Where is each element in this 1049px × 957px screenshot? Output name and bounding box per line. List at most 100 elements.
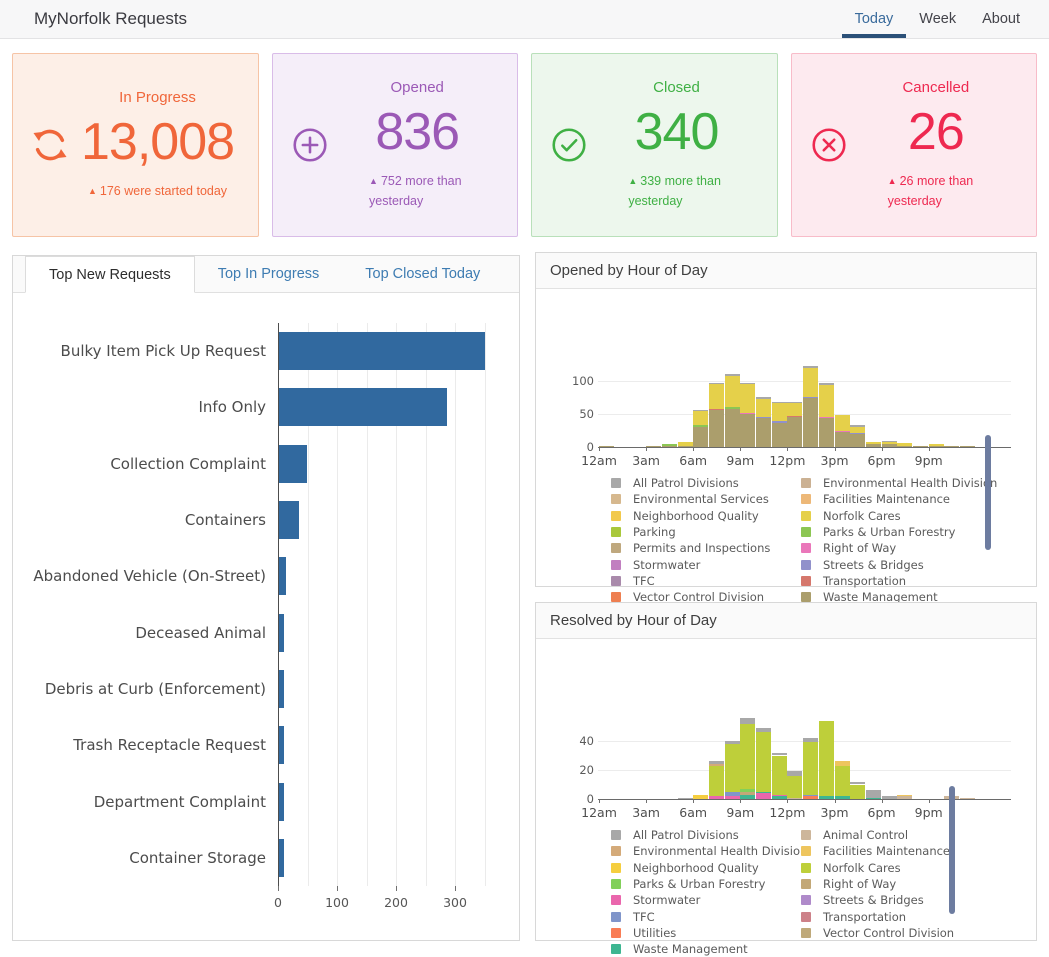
stacked-bar-segment[interactable] — [677, 445, 693, 447]
stacked-bar-segment[interactable] — [787, 417, 803, 447]
stacked-bar-segment[interactable] — [850, 427, 866, 434]
stacked-bar-segment[interactable] — [740, 414, 756, 447]
stacked-bar-segment[interactable] — [787, 771, 803, 776]
stacked-bar-segment[interactable] — [787, 403, 803, 416]
stacked-bar-segment[interactable] — [708, 764, 724, 766]
stacked-bar-segment[interactable] — [646, 445, 662, 447]
legend-scrollbar[interactable] — [985, 435, 991, 550]
stacked-bar-segment[interactable] — [787, 415, 803, 418]
stacked-bar-segment[interactable] — [913, 446, 928, 447]
legend-item[interactable]: All Patrol Divisions — [611, 827, 739, 843]
stacked-bar-segment[interactable] — [756, 732, 771, 792]
legend-item[interactable]: Environmental Health Division — [801, 475, 997, 491]
tab-today[interactable]: Today — [841, 0, 907, 38]
stacked-bar-segment[interactable] — [724, 791, 740, 797]
legend-item[interactable]: Norfolk Cares — [801, 860, 901, 876]
stacked-bar-segment[interactable] — [787, 797, 803, 799]
stacked-bar-segment[interactable] — [834, 415, 850, 432]
legend-item[interactable]: Animal Control — [801, 827, 908, 843]
tab-top-closed-today[interactable]: Top Closed Today — [365, 266, 481, 282]
legend-item[interactable]: Transportation — [801, 573, 906, 589]
stacked-bar-segment[interactable] — [693, 794, 709, 799]
stacked-bar-segment[interactable] — [928, 444, 944, 447]
legend-item[interactable]: Environmental Services — [611, 491, 769, 507]
bar[interactable] — [279, 613, 285, 652]
tab-top-new-requests[interactable]: Top New Requests — [25, 256, 195, 293]
stacked-bar-segment[interactable] — [771, 752, 787, 756]
legend-item[interactable]: Right of Way — [801, 876, 896, 892]
stacked-bar-segment[interactable] — [724, 741, 740, 744]
legend-item[interactable]: Streets & Bridges — [801, 892, 924, 908]
stacked-bar-segment[interactable] — [724, 796, 740, 799]
stacked-bar-segment[interactable] — [865, 442, 881, 444]
stacked-bar-segment[interactable] — [803, 738, 819, 743]
stacked-bar-segment[interactable] — [708, 410, 724, 447]
legend-item[interactable]: Environmental Health Division — [611, 843, 807, 859]
stacked-bar-segment[interactable] — [818, 417, 834, 447]
stacked-bar-segment[interactable] — [944, 446, 960, 447]
stacked-bar-segment[interactable] — [865, 790, 881, 798]
stacked-bar-segment[interactable] — [897, 443, 913, 446]
stacked-bar-segment[interactable] — [834, 431, 850, 433]
stacked-bar-segment[interactable] — [708, 382, 724, 385]
stacked-bar-segment[interactable] — [708, 384, 724, 409]
stacked-bar-segment[interactable] — [756, 791, 771, 794]
stacked-bar-segment[interactable] — [818, 416, 834, 418]
stacked-bar-segment[interactable] — [771, 755, 787, 795]
stacked-bar-segment[interactable] — [693, 411, 709, 426]
stacked-bar-segment[interactable] — [881, 442, 897, 445]
legend-item[interactable]: Norfolk Cares — [801, 508, 901, 524]
legend-scrollbar[interactable] — [949, 786, 955, 914]
stacked-bar-segment[interactable] — [818, 384, 834, 417]
stacked-bar-segment[interactable] — [708, 765, 724, 797]
legend-item[interactable]: Parks & Urban Forestry — [801, 524, 955, 540]
stacked-bar-segment[interactable] — [740, 788, 756, 792]
stacked-bar-segment[interactable] — [850, 434, 866, 447]
tab-week[interactable]: Week — [919, 10, 957, 27]
stacked-bar-segment[interactable] — [850, 425, 866, 428]
stacked-bar-segment[interactable] — [803, 794, 819, 797]
legend-item[interactable]: Neighborhood Quality — [611, 508, 759, 524]
stacked-bar-segment[interactable] — [599, 446, 614, 447]
stacked-bar-segment[interactable] — [693, 410, 709, 412]
stacked-bar-segment[interactable] — [834, 761, 850, 766]
stacked-bar-segment[interactable] — [693, 426, 709, 447]
stacked-bar-segment[interactable] — [818, 382, 834, 385]
stacked-bar-segment[interactable] — [834, 765, 850, 797]
stacked-bar-segment[interactable] — [787, 402, 803, 404]
stacked-bar-segment[interactable] — [708, 761, 724, 765]
stacked-bar-segment[interactable] — [771, 796, 787, 799]
stacked-bar-segment[interactable] — [881, 796, 897, 799]
stacked-bar-segment[interactable] — [708, 796, 724, 799]
stacked-bar-segment[interactable] — [724, 408, 740, 447]
legend-item[interactable]: Stormwater — [611, 892, 700, 908]
stacked-bar-segment[interactable] — [897, 796, 913, 799]
stacked-bar-segment[interactable] — [740, 723, 756, 789]
stacked-bar-segment[interactable] — [677, 797, 693, 799]
stacked-bar-segment[interactable] — [834, 796, 850, 799]
stacked-bar-segment[interactable] — [897, 445, 913, 447]
stacked-bar-segment[interactable] — [740, 791, 756, 795]
stacked-bar-segment[interactable] — [881, 441, 897, 443]
stacked-bar-segment[interactable] — [740, 717, 756, 724]
legend-item[interactable]: Vector Control Division — [801, 925, 954, 941]
stacked-bar-segment[interactable] — [724, 743, 740, 792]
stacked-bar-segment[interactable] — [834, 432, 850, 447]
stacked-bar-segment[interactable] — [850, 781, 866, 785]
stacked-bar-segment[interactable] — [881, 444, 897, 447]
bar[interactable] — [279, 782, 284, 821]
stacked-bar-segment[interactable] — [740, 413, 756, 414]
stacked-bar-segment[interactable] — [740, 384, 756, 414]
bar[interactable] — [279, 726, 284, 765]
stacked-bar-segment[interactable] — [850, 784, 866, 799]
bar[interactable] — [279, 444, 307, 483]
legend-item[interactable]: Facilities Maintenance — [801, 491, 950, 507]
stacked-bar-segment[interactable] — [803, 367, 819, 397]
stacked-bar-segment[interactable] — [960, 797, 976, 799]
stacked-bar-segment[interactable] — [708, 408, 724, 411]
legend-item[interactable]: TFC — [611, 573, 655, 589]
stacked-bar-segment[interactable] — [756, 727, 771, 733]
stacked-bar-segment[interactable] — [771, 403, 787, 422]
stacked-bar-segment[interactable] — [724, 375, 740, 408]
stacked-bar-segment[interactable] — [960, 445, 976, 447]
